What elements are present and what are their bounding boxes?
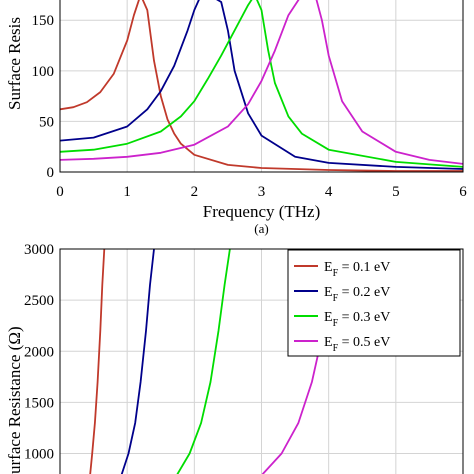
bottom-series-line-ef-0-1 [89,249,106,474]
bottom-y-tick-label: 3000 [24,242,54,258]
top-series-line-ef-0-5 [60,0,463,165]
bottom-series-line-ef-0-3 [176,249,231,474]
top-y-tick-label: 100 [32,64,55,80]
top-x-axis-label: Frequency (THz) [203,202,321,221]
legend-label-ef-0-1: EF = 0.1 eV [324,260,390,279]
legend-items: EF = 0.1 eV EF = 0.2 eV EF = 0.3 eV EF = 0.… [294,260,390,354]
top-x-tick-label: 6 [459,184,467,200]
bottom-y-tick-label: 1500 [24,395,54,411]
chart-top: 0 1 2 3 4 5 6 0 50 100 150 Frequency (THz) (a) Sur… [5,0,467,236]
top-x-tick-label: 4 [325,184,333,200]
bottom-y-axis-label: urface Resistance (Ω) [5,326,24,474]
legend-box [287,249,461,357]
top-x-tick-label: 1 [123,184,131,200]
legend-label-ef-0-2: EF = 0.2 eV [324,285,390,304]
top-x-tick-label: 3 [258,184,266,200]
top-x-tick-label: 0 [56,184,64,200]
top-y-axis-label: Surface Resis [5,17,24,110]
legend-label-ef-0-3: EF = 0.3 eV [324,310,390,329]
top-y-tick-label: 0 [47,165,55,181]
top-y-tick-label: 50 [39,114,54,130]
bottom-plot-frame [59,248,464,474]
bottom-y-tick-label: 2000 [24,344,54,360]
top-x-tick-label: 2 [191,184,199,200]
top-series-line-ef-0-1 [60,0,463,172]
bottom-tick-labels: 1000 1500 2000 2500 3000 [24,242,54,463]
top-caption: (a) [254,221,268,236]
top-series-line-ef-0-3 [60,0,463,168]
legend-label-ef-0-5: EF = 0.5 eV [324,335,390,354]
bottom-series-line-ef-0-2 [120,249,155,474]
top-grid [59,0,464,173]
top-plot-frame [59,0,464,173]
top-curves [60,0,463,172]
bottom-y-tick-label: 2500 [24,293,54,309]
chart-bottom: 1000 1500 2000 2500 3000 urface Resistance (… [5,242,464,474]
bottom-y-tick-label: 1000 [24,447,54,463]
top-tick-labels: 0 1 2 3 4 5 6 0 50 100 150 [32,13,468,200]
legend: EF = 0.1 eV EF = 0.2 eV EF = 0.3 eV EF = 0.… [287,249,461,357]
top-series-line-ef-0-2 [60,0,463,170]
top-y-tick-label: 150 [32,13,55,29]
top-x-tick-label: 5 [392,184,400,200]
